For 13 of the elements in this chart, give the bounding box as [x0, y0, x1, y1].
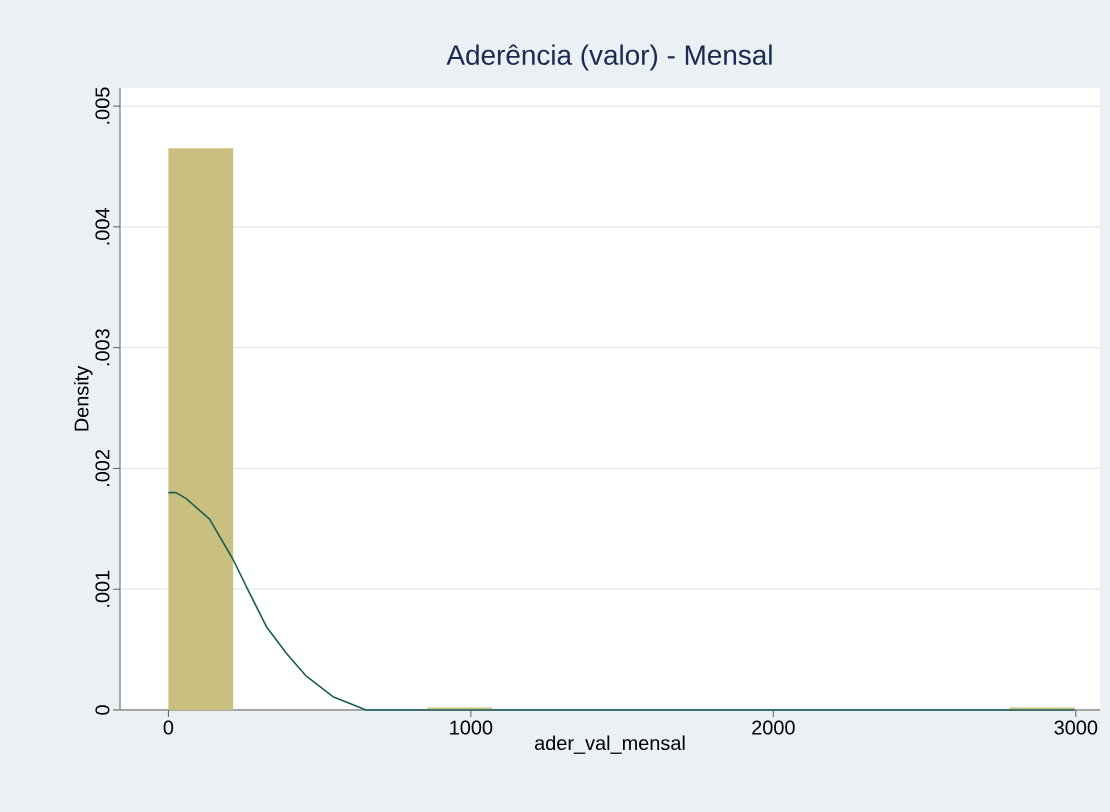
- y-tick-label: .003: [95, 329, 110, 366]
- y-tick-label: .004: [95, 208, 110, 245]
- x-tick-label: 0: [163, 720, 174, 735]
- y-tick-label: .001: [95, 570, 110, 607]
- y-tick-label: 0: [95, 705, 110, 715]
- y-tick-label: .005: [95, 87, 110, 124]
- y-axis-title: Density: [73, 365, 93, 431]
- x-tick-label: 3000: [1054, 720, 1098, 735]
- x-tick-label: 1000: [450, 720, 493, 735]
- x-axis-title: ader_val_mensal: [534, 735, 685, 754]
- chart-title: Aderência (valor) - Mensal: [446, 44, 772, 71]
- x-tick-label: 2000: [752, 720, 795, 735]
- y-tick-label: .002: [95, 450, 110, 487]
